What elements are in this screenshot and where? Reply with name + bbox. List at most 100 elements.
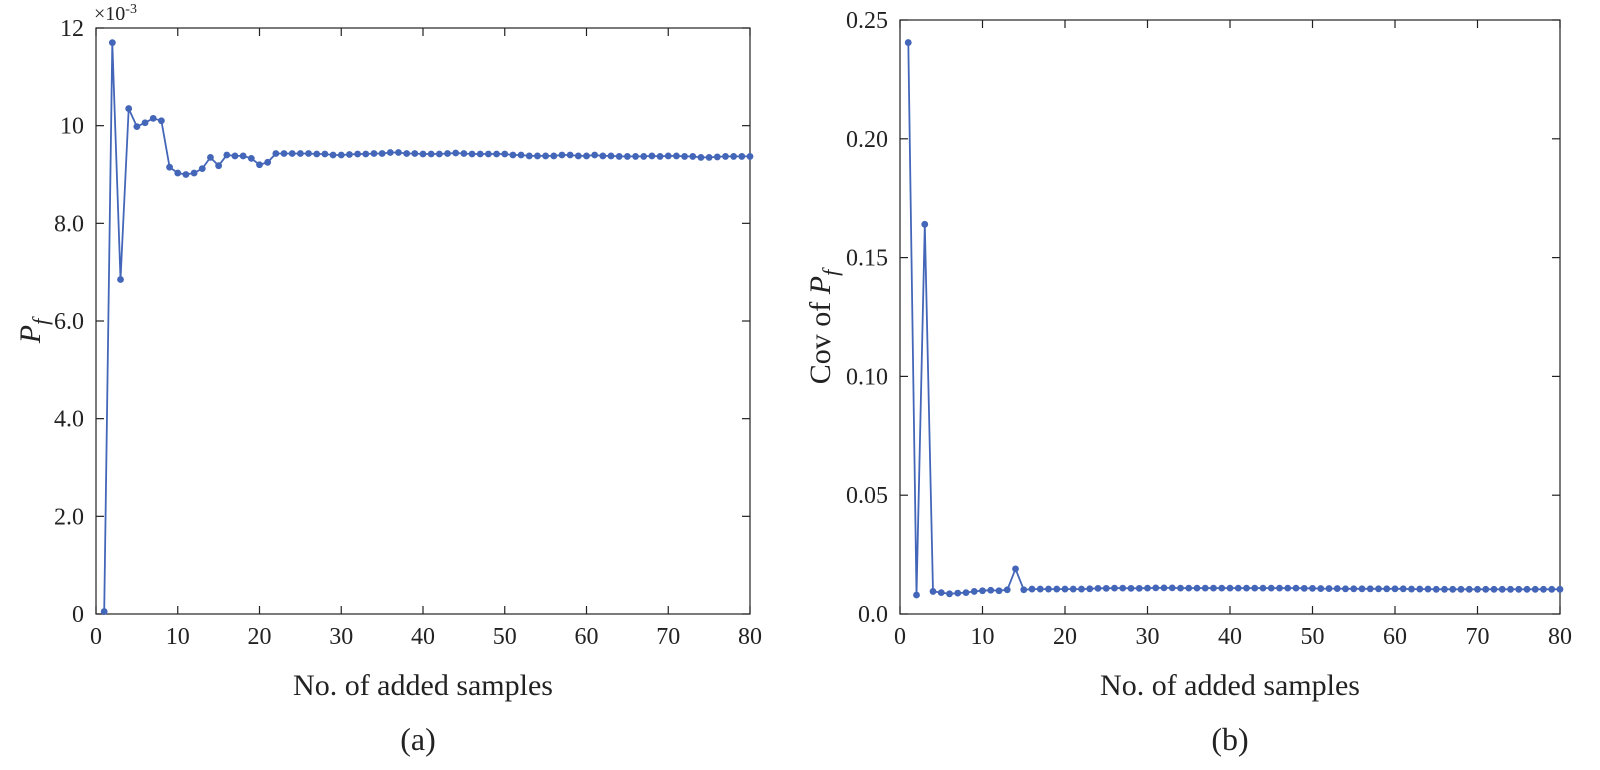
panel-a-data-point (566, 151, 574, 159)
panel-b-data-point (1490, 585, 1498, 593)
panel-b-data-point (904, 39, 912, 46)
panel-b-x-tick-label: 10 (971, 624, 995, 650)
panel-b-data-point (1177, 584, 1184, 592)
panel-b-data-point (1102, 584, 1110, 592)
panel-a-data-point (664, 152, 672, 160)
panel-a-data-point (346, 151, 353, 158)
panel-b-data-point (1300, 584, 1308, 592)
panel-a-data-point (321, 150, 329, 158)
panel-b-x-tick-label: 60 (1383, 624, 1407, 650)
panel-b-series-line (907, 42, 1560, 596)
panel-b-data-point (929, 588, 937, 595)
panel-a-y-multiplier: ×10-3 (94, 2, 137, 25)
panel-a-data-point (419, 150, 427, 158)
panel-b-data-point (1540, 585, 1547, 593)
panel-b-data-point (1201, 584, 1209, 592)
panel-b-y-tick-label: 0.25 (846, 8, 888, 34)
panel-b-data-point (1333, 585, 1341, 592)
panel-b-data-point (1185, 584, 1193, 592)
panel-a-data-point (264, 158, 272, 166)
panel-a-y-axis-title-sub: f (28, 316, 53, 325)
panel-a-data-point (705, 154, 713, 161)
panel-a-data-point (174, 169, 182, 177)
panel-b-data-point (1036, 585, 1044, 593)
panel-b-data-point (1135, 584, 1143, 592)
panel-a-data-point (640, 153, 648, 160)
panel-b-data-point (1267, 584, 1275, 592)
panel-a-data-point (615, 153, 623, 160)
panel-a-data-point (215, 162, 223, 170)
panel-b-data-point (1350, 585, 1358, 593)
panel-b-data-point (1012, 565, 1019, 573)
panel-b-x-axis-title: No. of added samples (1100, 669, 1360, 702)
panel-a-data-point (305, 150, 312, 157)
panel-b-data-point (1218, 584, 1226, 592)
panel-a-data-point (256, 161, 263, 169)
panel-b-cov-chart: 0 10 20 30 40 50 60 70 80 0.0 0.05 0.10 0.15 0.20 0.25… (804, 8, 1572, 757)
panel-b-data-point (970, 588, 978, 595)
panel-b-x-tick-label: 0 (894, 624, 906, 650)
panel-a-data-point (460, 150, 468, 157)
panel-b-data-point (1309, 584, 1316, 592)
panel-a-data-point (476, 150, 484, 158)
panel-b-data-point (1416, 585, 1424, 593)
panel-b-data-point (1144, 584, 1151, 592)
panel-b-y-axis-title: Cov of Pf (804, 267, 843, 384)
panel-a-data-point (444, 150, 451, 157)
panel-a-x-tick-label: 50 (493, 624, 517, 650)
panel-b-y-tick-label: 0.10 (846, 364, 888, 390)
panel-b-y-axis-title-sub: f (818, 267, 843, 276)
panel-b-x-tick-label: 70 (1466, 624, 1490, 650)
panel-b-data-point (1317, 585, 1325, 592)
panel-b-data-point (1078, 585, 1085, 593)
panel-b-data-point (1391, 585, 1399, 593)
panel-b-data-point (1457, 585, 1465, 593)
panel-b-data-point (913, 591, 920, 599)
panel-b-data-point (1358, 585, 1366, 593)
panel-b-data-point (1548, 585, 1556, 593)
panel-b-x-tick-label: 30 (1136, 624, 1160, 650)
panel-a-data-point (738, 153, 746, 160)
panel-b-data-point (1234, 584, 1242, 592)
panel-b-data-point (921, 220, 929, 228)
panel-b-data-point (1498, 585, 1506, 593)
panel-a-series-line (103, 42, 750, 612)
panel-a-data-point (288, 150, 296, 157)
panel-b-data-point (1160, 584, 1168, 592)
panel-a-data-point (313, 150, 321, 158)
panel-a-data-point (403, 150, 411, 157)
panel-a-x-tick-label: 70 (656, 624, 680, 650)
panel-b-data-point (1366, 585, 1374, 593)
panel-a-data-point (117, 276, 124, 283)
panel-b-data-point (1531, 585, 1539, 593)
panel-a-data-point (337, 151, 345, 159)
panel-b-y-axis-title-main: P (804, 276, 837, 295)
panel-b-data-point (1325, 585, 1333, 592)
panel-b-data-point (1276, 584, 1283, 592)
panel-a-data-point (166, 163, 173, 171)
panel-b-data-point (1094, 584, 1102, 592)
panel-b-data-point (1020, 586, 1028, 594)
panel-b-data-point (1375, 585, 1382, 593)
panel-a-y-tick-label: 0 (72, 602, 84, 628)
panel-a-data-point (607, 152, 615, 160)
panel-a-data-point (534, 152, 541, 160)
panel-b-data-point (1383, 585, 1391, 593)
panel-a-data-point (623, 153, 631, 160)
panel-a-data-point (689, 153, 697, 160)
panel-a-pf-chart: 0 10 20 30 40 50 60 70 80 0 2.0 4.0 6.0 8.0 10 12 ×10-3 N… (14, 2, 762, 757)
panel-b-x-tick-label: 20 (1053, 624, 1077, 650)
panel-b-data-point (1432, 585, 1440, 593)
panel-b-y-tick-label: 0.15 (846, 246, 888, 272)
panel-b-data-point (1474, 585, 1481, 593)
panel-b-data-point (1028, 585, 1036, 593)
panel-b-data-point (1069, 585, 1077, 593)
panel-a-data-point (558, 151, 566, 159)
panel-a-data-point (296, 150, 304, 157)
panel-a-data-point (329, 151, 337, 159)
panel-a-x-tick-label: 20 (248, 624, 272, 650)
panel-a-x-tick-label: 0 (90, 624, 102, 650)
panel-a-data-point (207, 154, 214, 161)
panel-a-plot-frame (95, 27, 751, 615)
panel-a-data-point (493, 150, 500, 158)
